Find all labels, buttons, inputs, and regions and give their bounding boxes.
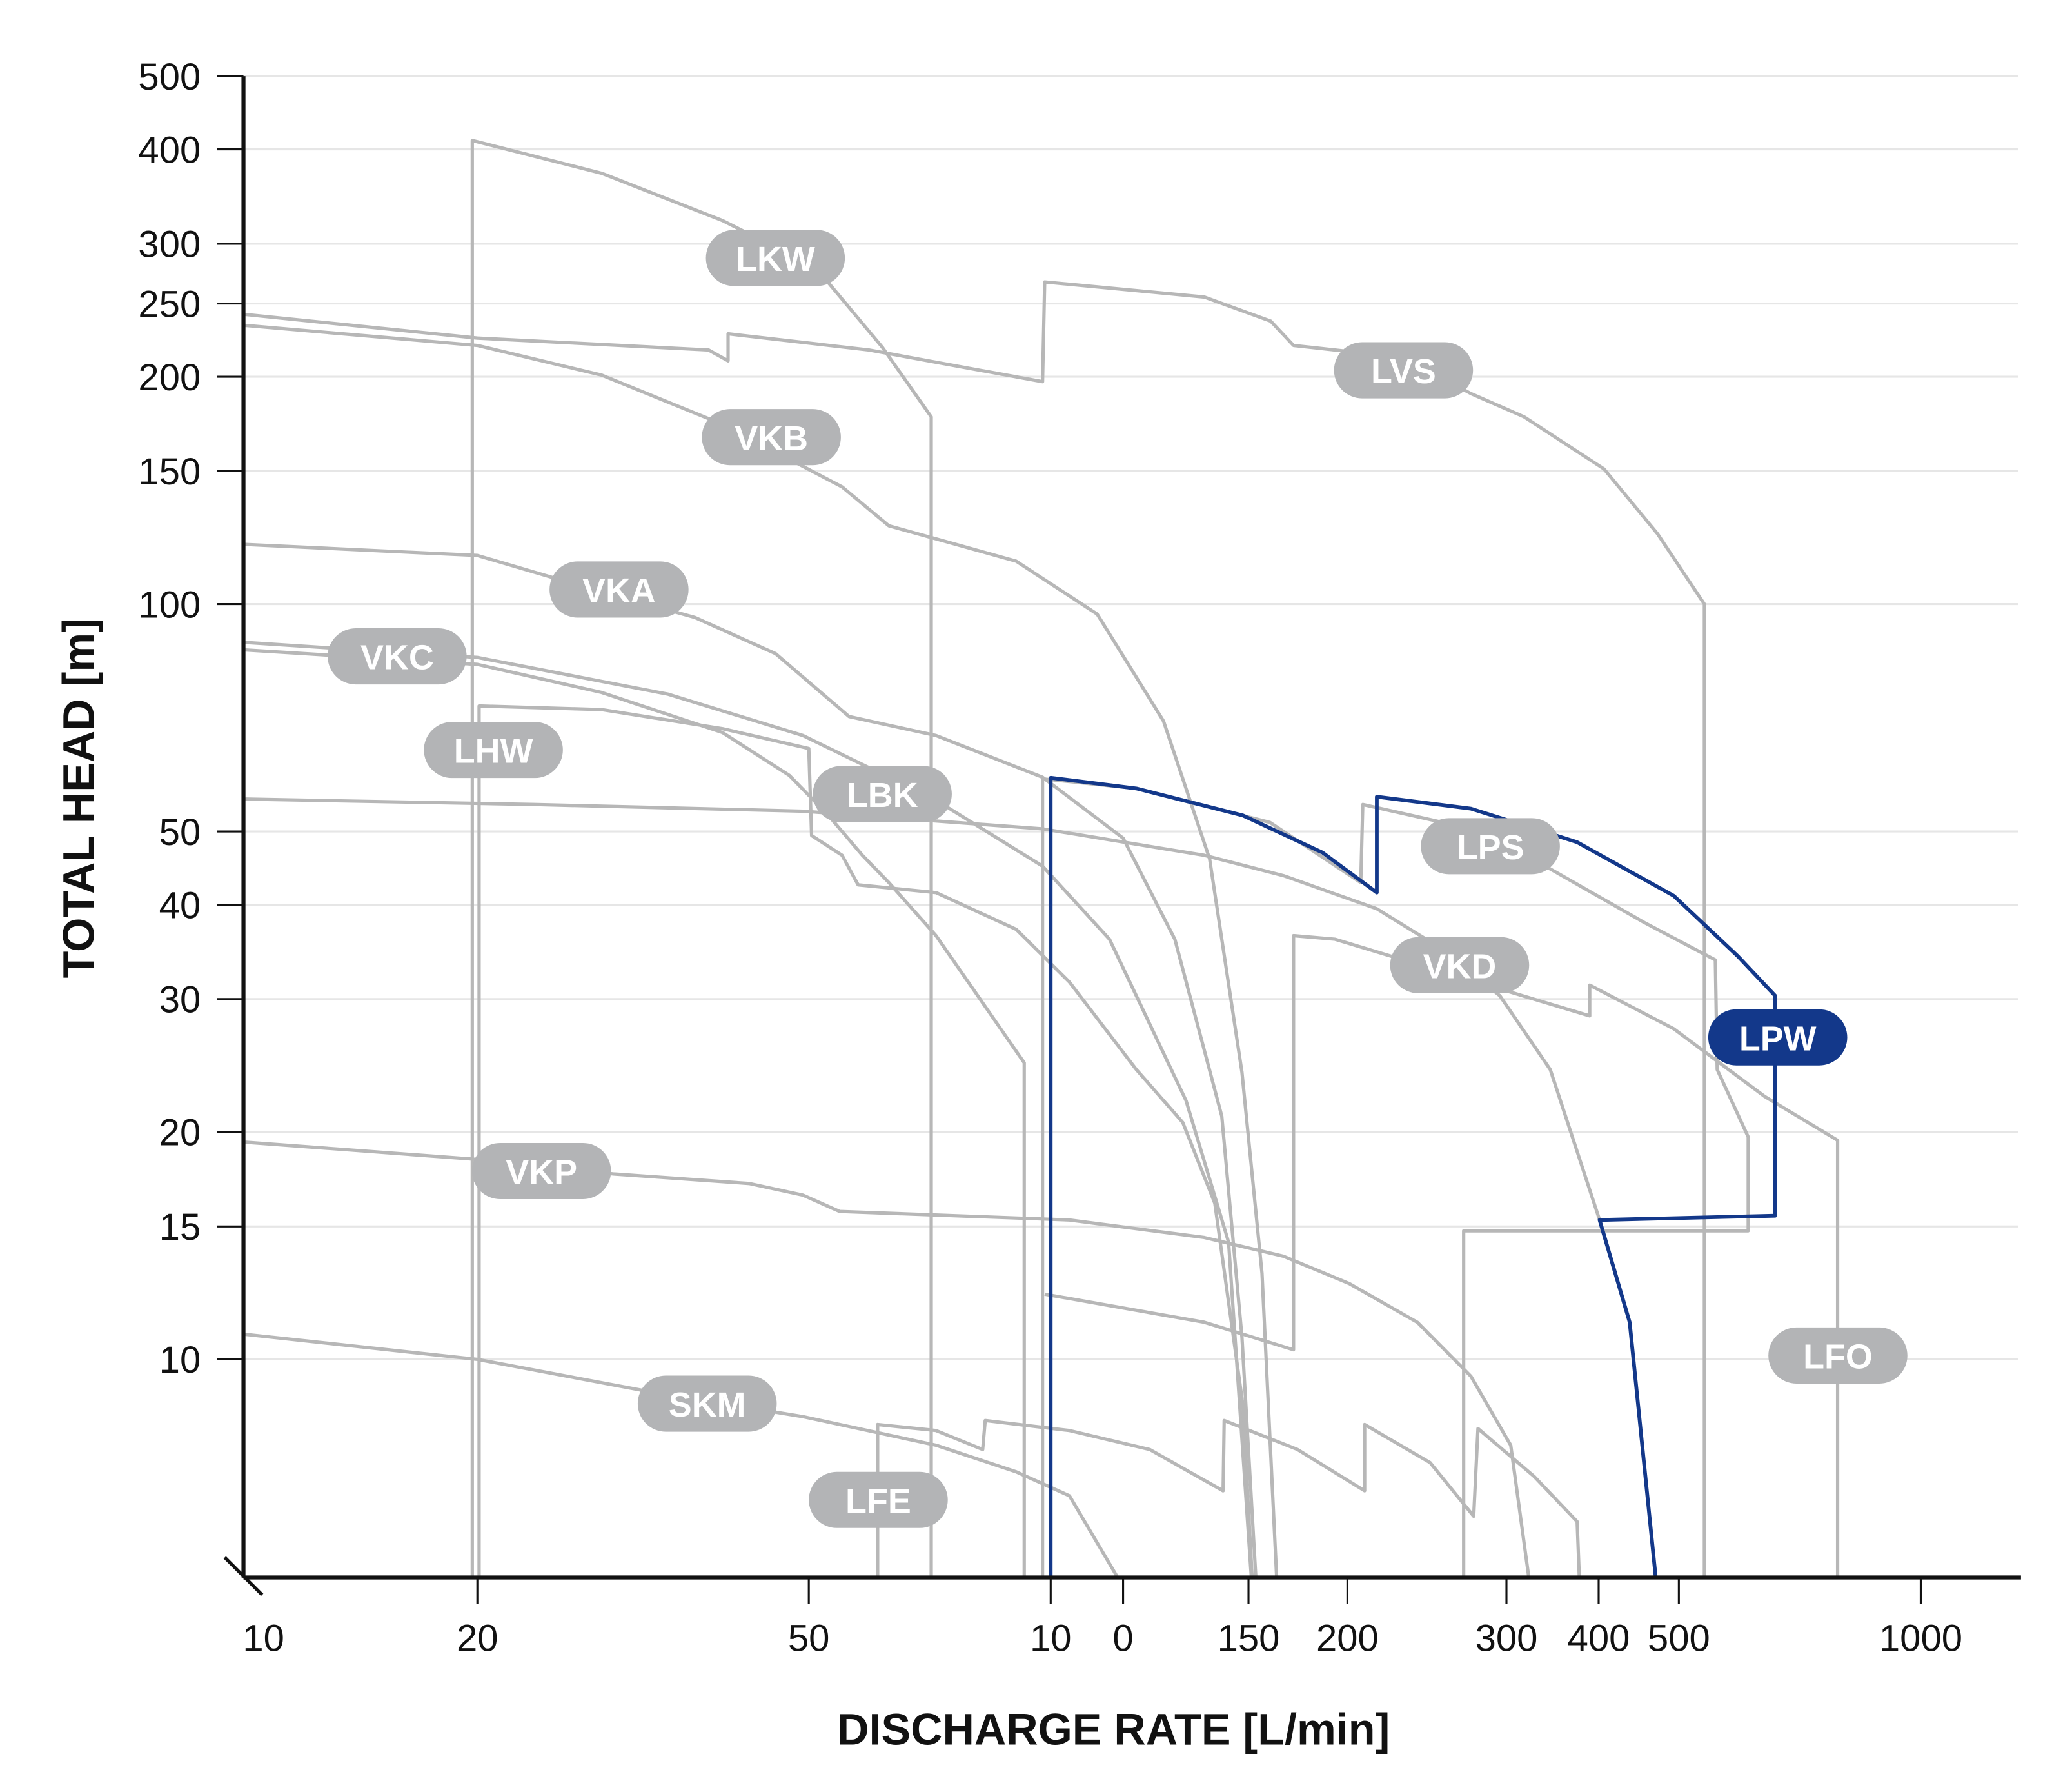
y-tick-label: 20 xyxy=(159,1112,201,1154)
label-pill xyxy=(637,1375,777,1432)
series-label-lhw: LHW xyxy=(424,722,563,779)
label-pill xyxy=(1334,342,1474,399)
y-tick-label: 30 xyxy=(159,979,201,1021)
x-axis-title: DISCHARGE RATE [L/min] xyxy=(837,1705,1390,1755)
label-text: LBK xyxy=(847,776,918,815)
axes xyxy=(223,76,2021,1596)
x-tick-label: 20 xyxy=(457,1617,498,1659)
x-tick-label: 300 xyxy=(1475,1617,1538,1659)
series-label-vka: VKA xyxy=(549,561,689,618)
series-label-vkc: VKC xyxy=(328,628,467,685)
x-tick-label: 500 xyxy=(1648,1617,1710,1659)
y-tick-label: 500 xyxy=(138,56,201,98)
curve-lvs xyxy=(243,280,1706,1578)
label-pill xyxy=(702,409,841,466)
series-label-vkp: VKP xyxy=(471,1142,611,1199)
label-text: VKD xyxy=(1423,947,1497,986)
label-pill xyxy=(809,1471,948,1528)
curve-vkb xyxy=(243,323,1279,1578)
x-tick-label: 200 xyxy=(1316,1617,1379,1659)
series-labels: LKW LVS VKB VKA VKC LHW LBK LPS VKD LFO VKP SKM LFE L… xyxy=(328,230,1908,1528)
curve-lhw xyxy=(477,704,1254,1578)
y-tick-label: 15 xyxy=(159,1206,201,1248)
x-tick-label: 10 xyxy=(1030,1617,1072,1659)
label-text: LKW xyxy=(736,240,815,279)
label-pill xyxy=(328,628,467,685)
label-pill xyxy=(424,722,563,779)
label-pill xyxy=(1768,1327,1908,1384)
y-tick-label: 300 xyxy=(138,224,201,266)
label-text: SKM xyxy=(669,1386,746,1424)
series-label-lpw: LPW xyxy=(1708,1009,1848,1066)
label-pill xyxy=(471,1142,611,1199)
x-ticks: 10 20 50 10 0 150 200 300 400 500 1000 xyxy=(242,1577,1962,1659)
curve-lpw xyxy=(1049,775,1777,1578)
label-text: VKP xyxy=(506,1153,577,1192)
series-label-vkd: VKD xyxy=(1390,937,1530,993)
curve-skm xyxy=(243,1332,1120,1578)
series-label-vkb: VKB xyxy=(702,409,841,466)
label-text: VKA xyxy=(582,572,656,610)
series-label-lfe: LFE xyxy=(809,1471,948,1528)
x-tick-label: 0 xyxy=(1112,1617,1133,1659)
y-ticks: 500 400 300 250 200 150 100 50 40 30 20 15 10 xyxy=(138,56,244,1381)
label-text: LFE xyxy=(845,1482,911,1520)
curve-lps xyxy=(1041,777,1750,1578)
label-text: LFO xyxy=(1803,1338,1873,1377)
gridlines xyxy=(243,75,2018,1361)
curve-vkc xyxy=(243,641,1254,1578)
curve-lfe xyxy=(876,1418,1581,1578)
label-pill xyxy=(705,230,845,286)
label-text: LPS xyxy=(1457,828,1524,867)
label-pill xyxy=(549,561,689,618)
series-label-lbk: LBK xyxy=(813,766,952,822)
y-tick-label: 10 xyxy=(159,1339,201,1381)
y-tick-label: 50 xyxy=(159,811,201,853)
label-pill xyxy=(1708,1009,1848,1066)
y-tick-label: 100 xyxy=(138,584,201,626)
label-text: LPW xyxy=(1739,1019,1817,1058)
series-label-skm: SKM xyxy=(637,1375,777,1432)
y-tick-label: 40 xyxy=(159,884,201,926)
label-pill xyxy=(1421,818,1560,875)
y-tick-label: 250 xyxy=(138,283,201,325)
label-text: LVS xyxy=(1371,352,1436,391)
label-pill xyxy=(1390,937,1530,993)
curve-vkd xyxy=(243,797,1658,1578)
y-tick-label: 200 xyxy=(138,357,201,399)
x-tick-label: 1000 xyxy=(1879,1617,1962,1659)
curves xyxy=(243,139,1840,1578)
x-tick-label: 150 xyxy=(1218,1617,1280,1659)
curve-vkp xyxy=(243,1140,1531,1578)
label-pill xyxy=(813,766,952,822)
y-tick-label: 400 xyxy=(138,129,201,171)
label-text: VKC xyxy=(360,639,434,677)
axis-break-mark xyxy=(223,1556,264,1596)
label-text: LHW xyxy=(454,732,533,771)
label-text: VKB xyxy=(735,419,808,458)
series-label-lfo: LFO xyxy=(1768,1327,1908,1384)
x-tick-label: 50 xyxy=(788,1617,830,1659)
x-tick-label: 10 xyxy=(242,1617,284,1659)
series-label-lvs: LVS xyxy=(1334,342,1474,399)
series-label-lps: LPS xyxy=(1421,818,1560,875)
y-axis-title: TOTAL HEAD [m] xyxy=(54,618,103,978)
x-tick-label: 400 xyxy=(1568,1617,1630,1659)
y-tick-label: 150 xyxy=(138,451,201,493)
series-label-lkw: LKW xyxy=(705,230,845,286)
